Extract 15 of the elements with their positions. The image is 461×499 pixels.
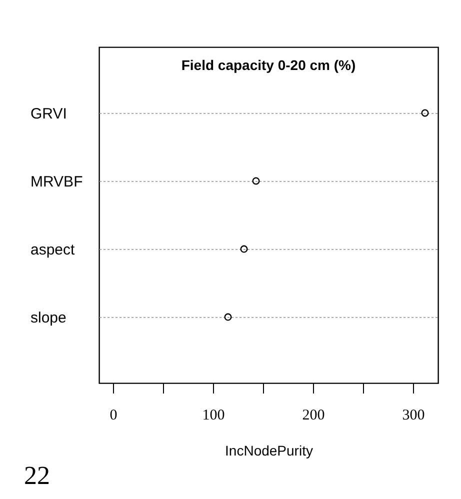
point: [224, 313, 232, 321]
y-tick-label: GRVI: [30, 105, 67, 122]
x-tick-label: 0: [110, 408, 118, 424]
y-tick-label: slope: [30, 310, 66, 327]
point: [240, 245, 248, 253]
text: 22: [24, 461, 50, 490]
x-axis-title: IncNodePurity: [225, 442, 313, 458]
x-tick-label: 100: [202, 408, 225, 424]
y-tick-label: aspect: [30, 242, 76, 259]
x-tick-label: 300: [402, 408, 425, 424]
text: Field capacity 0-20 cm (%): [181, 57, 356, 73]
point: [252, 177, 260, 185]
x-tick-label: 200: [302, 408, 325, 424]
point: [421, 109, 429, 117]
y-tick-label: MRVBF: [30, 173, 83, 190]
